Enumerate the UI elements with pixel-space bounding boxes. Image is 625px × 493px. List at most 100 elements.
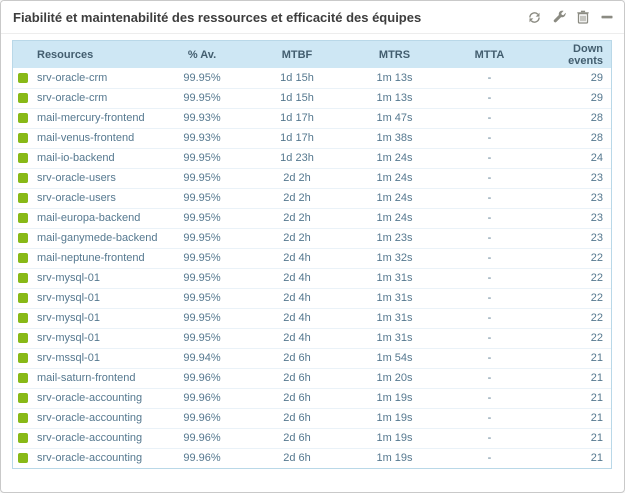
down-events-value: 29 [590, 92, 603, 104]
table-row: srv-oracle-accounting 99.96% 2d 6h 1m 19… [13, 388, 611, 408]
status-cell [13, 368, 37, 388]
resource-name: mail-venus-frontend [37, 132, 135, 144]
column-resources[interactable]: Resources [37, 41, 157, 68]
mtrs-value: 1m 19s [376, 432, 413, 444]
minus-icon[interactable] [598, 9, 615, 26]
status-up-icon [18, 93, 28, 104]
mtta-value: - [487, 71, 492, 84]
mtrs-value: 1m 19s [376, 392, 413, 404]
availability-value: 99.96% [183, 432, 221, 444]
wrench-icon[interactable] [550, 9, 567, 26]
mtta-value: - [487, 352, 492, 364]
mtta-value: - [487, 452, 492, 465]
down-events-value: 21 [590, 412, 603, 424]
status-cell [13, 408, 37, 428]
status-cell [13, 88, 37, 108]
mtta-value: - [487, 392, 492, 404]
mtrs-value: 1m 31s [376, 292, 413, 304]
resource-name: srv-oracle-users [37, 172, 116, 184]
down-events-value: 24 [590, 152, 603, 164]
mtrs-value: 1m 38s [376, 132, 413, 144]
status-cell [13, 428, 37, 448]
mtrs-value: 1m 20s [376, 372, 413, 384]
availability-value: 99.96% [183, 452, 221, 465]
refresh-icon[interactable] [526, 9, 543, 26]
mtrs-value: 1m 54s [376, 352, 413, 364]
mtrs-value: 1m 31s [376, 312, 413, 324]
trash-icon[interactable] [574, 9, 591, 26]
down-events-value: 21 [590, 452, 603, 465]
widget-header: Fiabilité et maintenabilité des ressourc… [1, 1, 624, 34]
status-cell [13, 448, 37, 468]
resource-name: mail-io-backend [37, 152, 115, 164]
table-row: srv-oracle-accounting 99.96% 2d 6h 1m 19… [13, 428, 611, 448]
table-row: mail-venus-frontend 99.93% 1d 17h 1m 38s… [13, 128, 611, 148]
availability-value: 99.94% [183, 352, 221, 364]
status-up-icon [18, 273, 28, 284]
status-cell [13, 248, 37, 268]
down-events-value: 23 [590, 192, 603, 204]
column-mtbf[interactable]: MTBF [247, 41, 347, 68]
status-cell [13, 388, 37, 408]
down-events-value: 22 [590, 332, 603, 344]
mtta-value: - [487, 272, 492, 284]
status-up-icon [18, 193, 28, 204]
resource-name: srv-mysql-01 [37, 292, 100, 304]
mtrs-value: 1m 24s [376, 172, 413, 184]
status-cell [13, 188, 37, 208]
mtta-value: - [487, 172, 492, 184]
column-availability[interactable]: % Av. [157, 41, 247, 68]
status-up-icon [18, 353, 28, 364]
mtbf-value: 2d 2h [283, 192, 311, 204]
table-row: srv-oracle-crm 99.95% 1d 15h 1m 13s - 29 [13, 68, 611, 88]
status-cell [13, 168, 37, 188]
column-mtta[interactable]: MTTA [442, 41, 537, 68]
availability-value: 99.95% [183, 252, 221, 264]
mtbf-value: 2d 4h [283, 292, 311, 304]
mtrs-value: 1m 13s [376, 71, 413, 84]
down-events-value: 29 [590, 71, 603, 84]
mtbf-value: 2d 2h [283, 232, 311, 244]
availability-value: 99.95% [183, 292, 221, 304]
status-up-icon [18, 373, 28, 384]
mtbf-value: 2d 6h [283, 412, 311, 424]
availability-value: 99.95% [183, 312, 221, 324]
down-events-value: 28 [590, 112, 603, 124]
mtbf-value: 2d 4h [283, 332, 311, 344]
status-up-icon [18, 453, 28, 464]
resource-name: srv-oracle-accounting [37, 432, 143, 444]
down-events-value: 21 [590, 352, 603, 364]
down-events-value: 23 [590, 232, 603, 244]
resource-name: srv-oracle-crm [37, 92, 108, 104]
availability-table-container: Resources % Av. MTBF MTRS MTTA Down even… [12, 40, 612, 469]
resource-name: mail-saturn-frontend [37, 372, 136, 384]
availability-value: 99.95% [183, 152, 221, 164]
column-mtrs[interactable]: MTRS [347, 41, 442, 68]
down-events-value: 23 [590, 172, 603, 184]
mtbf-value: 2d 6h [283, 372, 311, 384]
down-events-value: 22 [590, 312, 603, 324]
availability-value: 99.96% [183, 412, 221, 424]
availability-value: 99.95% [183, 172, 221, 184]
mtbf-value: 1d 15h [280, 71, 314, 84]
down-events-value: 22 [590, 272, 603, 284]
resource-name: srv-oracle-accounting [37, 392, 143, 404]
mtrs-value: 1m 24s [376, 192, 413, 204]
mtrs-value: 1m 31s [376, 332, 413, 344]
availability-value: 99.93% [183, 112, 221, 124]
mtbf-value: 2d 4h [283, 252, 311, 264]
status-cell [13, 148, 37, 168]
availability-value: 99.96% [183, 392, 221, 404]
availability-value: 99.95% [183, 272, 221, 284]
mtbf-value: 2d 4h [283, 272, 311, 284]
status-up-icon [18, 113, 28, 124]
column-down-events[interactable]: Down events [537, 41, 611, 68]
mtta-value: - [487, 332, 492, 344]
mtrs-value: 1m 19s [376, 452, 413, 465]
table-row: srv-mysql-01 99.95% 2d 4h 1m 31s - 22 [13, 328, 611, 348]
availability-value: 99.95% [183, 212, 221, 224]
resource-name: srv-oracle-users [37, 192, 116, 204]
down-events-value: 22 [590, 252, 603, 264]
mtbf-value: 2d 4h [283, 312, 311, 324]
